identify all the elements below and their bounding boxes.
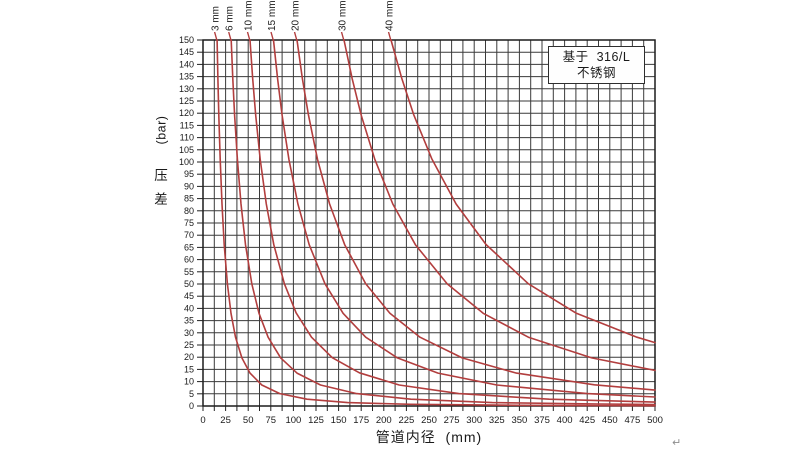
x-tick-label: 250 bbox=[421, 415, 437, 426]
curve-label-6-mm: 6 mm bbox=[225, 6, 236, 31]
y-tick-label: 145 bbox=[179, 47, 194, 57]
x-tick-label: 350 bbox=[511, 415, 527, 426]
curve-15-mm bbox=[272, 39, 656, 398]
x-tick-label: 300 bbox=[466, 415, 482, 426]
x-tick-label: 275 bbox=[444, 415, 460, 426]
y-tick-label: 100 bbox=[179, 157, 194, 167]
y-tick-label: 20 bbox=[184, 352, 194, 362]
x-tick-label: 150 bbox=[331, 415, 347, 426]
curve-label-connector-30-mm bbox=[340, 31, 345, 42]
y-tick-label: 140 bbox=[179, 59, 194, 69]
y-tick-label: 10 bbox=[184, 377, 194, 387]
y-tick-label: 115 bbox=[180, 120, 194, 130]
y-axis-title-char2: 差 bbox=[154, 192, 168, 207]
y-tick-label: 70 bbox=[184, 230, 194, 240]
curve-label-connector-10-mm bbox=[246, 31, 251, 42]
y-tick-label: 5 bbox=[189, 389, 194, 399]
x-tick-label: 325 bbox=[489, 415, 505, 426]
x-tick-label: 175 bbox=[353, 415, 369, 426]
x-tick-label: 475 bbox=[624, 415, 640, 426]
x-tick-label: 400 bbox=[557, 415, 573, 426]
y-tick-label: 85 bbox=[184, 194, 194, 204]
x-tick-label: 375 bbox=[534, 415, 550, 426]
y-tick-label: 130 bbox=[179, 84, 194, 94]
y-axis-title-char1: 压 bbox=[154, 168, 168, 183]
curve-label-30-mm: 30 mm bbox=[338, 0, 349, 31]
x-tick-label: 100 bbox=[285, 415, 301, 426]
curve-20-mm bbox=[296, 39, 656, 391]
curve-label-20-mm: 20 mm bbox=[291, 0, 302, 31]
x-tick-label: 75 bbox=[266, 415, 277, 426]
curve-3-mm bbox=[216, 39, 656, 407]
y-tick-label: 110 bbox=[180, 133, 194, 143]
curve-label-connector-15-mm bbox=[270, 31, 275, 42]
y-tick-label: 0 bbox=[189, 401, 194, 411]
y-tick-label: 150 bbox=[179, 35, 194, 45]
y-tick-label: 60 bbox=[184, 255, 194, 265]
x-tick-label: 200 bbox=[376, 415, 392, 426]
curve-10-mm bbox=[249, 39, 656, 403]
y-tick-label: 80 bbox=[184, 206, 194, 216]
legend-material-line2: 不锈钢 bbox=[576, 66, 616, 80]
y-tick-label: 120 bbox=[179, 108, 194, 118]
curve-label-connector-3-mm bbox=[213, 31, 218, 42]
x-tick-label: 25 bbox=[220, 415, 231, 426]
curve-label-connector-20-mm bbox=[293, 31, 298, 42]
y-tick-label: 15 bbox=[184, 364, 194, 374]
y-tick-label: 75 bbox=[184, 218, 194, 228]
x-tick-label: 450 bbox=[602, 415, 618, 426]
y-axis-title: (bar) 压 差 bbox=[148, 110, 174, 212]
x-tick-label: 425 bbox=[579, 415, 595, 426]
y-tick-label: 95 bbox=[184, 169, 194, 179]
legend-material-line1: 基于 316/L bbox=[562, 50, 631, 64]
x-tick-label: 125 bbox=[308, 415, 324, 426]
curve-label-10-mm: 10 mm bbox=[244, 0, 255, 31]
y-tick-label: 65 bbox=[184, 242, 194, 252]
curve-label-40-mm: 40 mm bbox=[385, 0, 396, 31]
curve-label-15-mm: 15 mm bbox=[267, 0, 278, 31]
curve-label-connector-6-mm bbox=[228, 31, 232, 42]
x-tick-label: 500 bbox=[647, 415, 663, 426]
y-tick-label: 90 bbox=[184, 181, 194, 191]
y-tick-label: 30 bbox=[184, 328, 194, 338]
y-tick-label: 35 bbox=[184, 316, 194, 326]
x-tick-label: 50 bbox=[243, 415, 254, 426]
y-tick-label: 50 bbox=[184, 279, 194, 289]
legend-box: 基于 316/L 不锈钢 bbox=[548, 46, 645, 84]
y-tick-label: 45 bbox=[184, 291, 194, 301]
y-tick-label: 135 bbox=[179, 72, 194, 82]
y-tick-label: 25 bbox=[184, 340, 194, 350]
x-tick-label: 0 bbox=[200, 415, 205, 426]
y-tick-label: 55 bbox=[184, 267, 194, 277]
x-axis-title: 管道内径 (mm) bbox=[375, 429, 483, 445]
y-axis-unit-label: (bar) bbox=[154, 115, 168, 145]
y-tick-label: 125 bbox=[179, 96, 194, 106]
y-tick-label: 105 bbox=[179, 145, 194, 155]
curve-6-mm bbox=[230, 39, 656, 406]
curve-40-mm bbox=[390, 39, 656, 344]
paragraph-mark: ↵ bbox=[672, 437, 682, 449]
curve-30-mm bbox=[343, 39, 656, 372]
x-tick-label: 225 bbox=[398, 415, 414, 426]
curve-label-3-mm: 3 mm bbox=[211, 6, 222, 31]
y-tick-label: 40 bbox=[184, 303, 194, 313]
curve-label-connector-40-mm bbox=[387, 31, 392, 42]
